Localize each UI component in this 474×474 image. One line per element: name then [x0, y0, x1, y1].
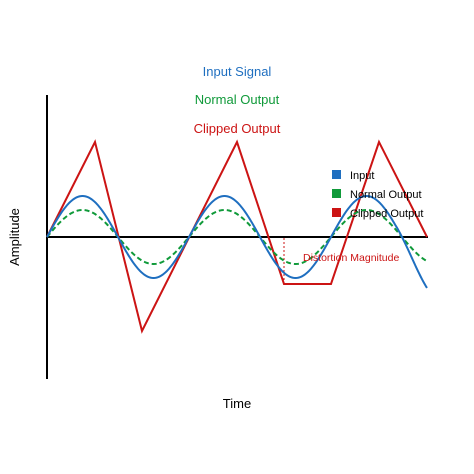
legend-swatch-clipped	[332, 208, 341, 217]
clipped-output-title: Clipped Output	[194, 121, 281, 136]
normal-output-title: Normal Output	[195, 92, 280, 107]
y-axis-title: Amplitude	[7, 208, 22, 266]
legend-swatch-input	[332, 170, 341, 179]
x-axis-title: Time	[223, 396, 251, 411]
input-signal-line	[46, 195, 428, 289]
legend-label-normal: Normal Output	[350, 189, 422, 201]
legend-label-input: Input	[350, 170, 374, 182]
clipped-output-line	[46, 139, 428, 334]
legend: Input Normal Output Clipped Output	[332, 170, 423, 220]
distortion-magnitude-label: Distortion Magnitude	[303, 252, 399, 264]
input-signal-title: Input Signal	[203, 64, 272, 79]
legend-swatch-normal	[332, 189, 341, 198]
normal-output-line	[46, 209, 428, 265]
legend-label-clipped: Clipped Output	[350, 208, 423, 220]
